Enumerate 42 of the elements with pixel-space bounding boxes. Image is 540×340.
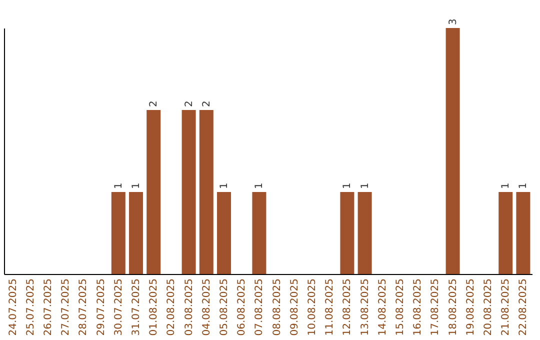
x-tick-label: 31.07.2025	[131, 278, 142, 336]
x-tick-label: 29.07.2025	[96, 278, 107, 336]
x-tick-label: 01.08.2025	[148, 278, 160, 336]
x-tick-label: 21.08.2025	[500, 278, 512, 336]
data-label: 1	[219, 182, 230, 189]
data-label: 1	[342, 182, 354, 189]
x-tick-label: 03.08.2025	[184, 278, 195, 336]
x-tick-label: 06.08.2025	[236, 278, 248, 336]
x-tick-label: 15.08.2025	[395, 278, 406, 336]
x-tick-label: 27.07.2025	[60, 278, 72, 336]
data-label: 2	[201, 100, 212, 107]
x-tick-label: 11.08.2025	[324, 278, 336, 336]
x-tick-label: 16.08.2025	[412, 278, 424, 336]
x-tick-label: 22.08.2025	[518, 278, 530, 336]
x-tick-label: 09.08.2025	[289, 278, 300, 336]
data-label: 1	[113, 182, 124, 189]
x-tick-label: 07.08.2025	[254, 278, 266, 336]
x-tick-label: 17.08.2025	[430, 278, 442, 336]
data-label: 2	[148, 100, 160, 107]
x-tick-label: 08.08.2025	[272, 278, 283, 336]
x-tick-label: 20.08.2025	[483, 278, 494, 336]
x-tick-label: 12.08.2025	[342, 278, 354, 336]
data-label: 2	[184, 100, 195, 107]
x-tick-label: 28.07.2025	[78, 278, 90, 336]
x-tick-label: 26.07.2025	[43, 278, 54, 336]
data-label: 1	[518, 182, 530, 189]
x-tick-label: 04.08.2025	[201, 278, 212, 336]
data-label: 3	[448, 18, 459, 25]
x-tick-label: 13.08.2025	[360, 278, 371, 336]
x-tick-label: 19.08.2025	[465, 278, 476, 336]
x-tick-label: 05.08.2025	[219, 278, 230, 336]
x-tick-label: 25.07.2025	[25, 278, 36, 336]
data-label: 1	[131, 182, 142, 189]
x-tick-label: 30.07.2025	[113, 278, 124, 336]
data-label: 1	[360, 182, 371, 189]
data-label: 1	[500, 182, 512, 189]
x-tick-label: 18.08.2025	[448, 278, 459, 336]
x-tick-label: 02.08.2025	[166, 278, 178, 336]
x-tick-label: 24.07.2025	[8, 278, 19, 336]
x-tick-label: 10.08.2025	[307, 278, 318, 336]
x-tick-label: 14.08.2025	[377, 278, 388, 336]
data-label: 1	[254, 182, 266, 189]
